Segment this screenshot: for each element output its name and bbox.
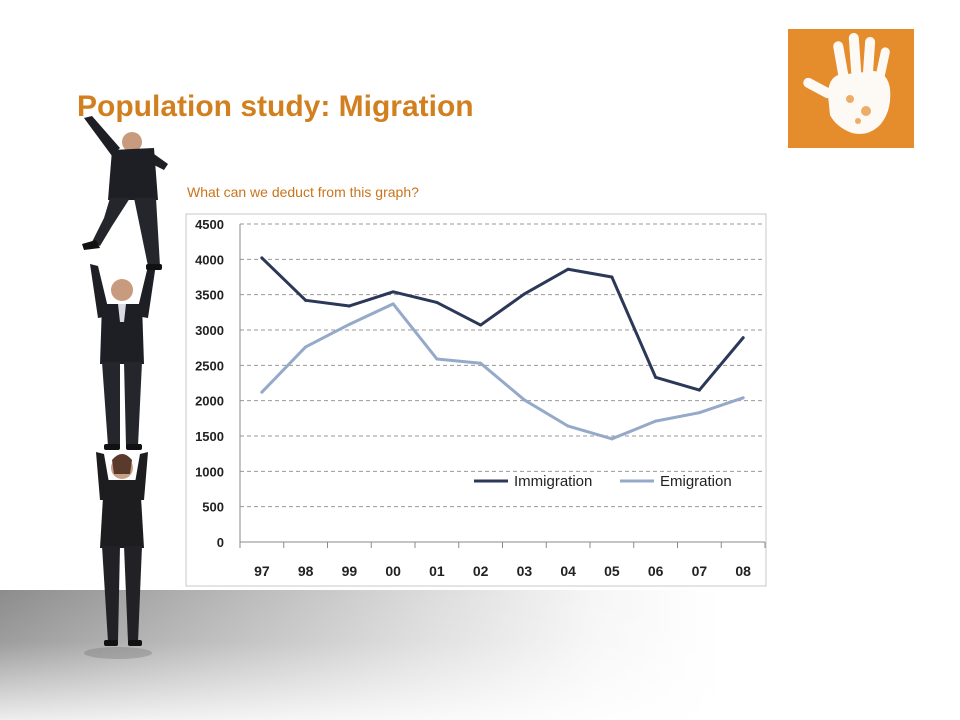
x-tick-label: 02 xyxy=(473,563,489,579)
x-tick-label: 01 xyxy=(429,563,445,579)
series-line-emigration xyxy=(260,302,745,441)
x-tick-label: 06 xyxy=(648,563,664,579)
legend-label-immigration: Immigration xyxy=(514,473,592,490)
y-tick-label: 4500 xyxy=(195,217,224,232)
y-tick-label: 2500 xyxy=(195,358,224,373)
data-point-immigration xyxy=(260,256,264,260)
x-tick-label: 08 xyxy=(735,563,751,579)
y-tick-label: 0 xyxy=(217,535,224,550)
x-tick-label: 04 xyxy=(560,563,576,579)
handprint-icon xyxy=(788,29,914,148)
data-point-emigration xyxy=(522,398,526,402)
x-tick-label: 98 xyxy=(298,563,314,579)
y-tick-label: 1000 xyxy=(195,464,224,479)
data-point-emigration xyxy=(654,419,658,423)
data-point-emigration xyxy=(697,411,701,415)
x-tick-label: 00 xyxy=(385,563,401,579)
data-point-immigration xyxy=(479,323,483,327)
y-tick-label: 1500 xyxy=(195,429,224,444)
floor-fade xyxy=(0,590,960,720)
y-tick-label: 3000 xyxy=(195,323,224,338)
data-point-emigration xyxy=(347,322,351,326)
x-tick-label: 03 xyxy=(517,563,533,579)
data-point-immigration xyxy=(741,336,745,340)
data-point-emigration xyxy=(391,302,395,306)
y-tick-label: 500 xyxy=(202,500,224,515)
data-point-immigration xyxy=(697,388,701,392)
data-point-immigration xyxy=(304,298,308,302)
data-point-immigration xyxy=(610,275,614,279)
page-title: Population study: Migration xyxy=(77,90,474,123)
data-point-immigration xyxy=(566,267,570,271)
x-tick-label: 99 xyxy=(342,563,358,579)
legend-label-emigration: Emigration xyxy=(660,473,732,490)
data-point-emigration xyxy=(741,396,745,400)
y-tick-label: 4000 xyxy=(195,252,224,267)
data-point-emigration xyxy=(260,390,264,394)
series-line-immigration xyxy=(260,256,745,392)
y-tick-label: 2000 xyxy=(195,394,224,409)
x-tick-label: 97 xyxy=(254,563,270,579)
data-point-emigration xyxy=(566,424,570,428)
data-point-emigration xyxy=(479,361,483,365)
data-point-immigration xyxy=(391,290,395,294)
x-tick-label: 07 xyxy=(692,563,708,579)
y-tick-label: 3500 xyxy=(195,288,224,303)
x-tick-label: 05 xyxy=(604,563,620,579)
data-point-immigration xyxy=(435,300,439,304)
data-point-emigration xyxy=(304,345,308,349)
page-subtitle: What can we deduct from this graph? xyxy=(187,184,419,200)
data-point-emigration xyxy=(435,357,439,361)
data-point-immigration xyxy=(347,304,351,308)
data-point-emigration xyxy=(610,437,614,441)
stacked-business-people-icon xyxy=(82,116,168,659)
data-point-immigration xyxy=(522,292,526,296)
data-point-immigration xyxy=(654,375,658,379)
